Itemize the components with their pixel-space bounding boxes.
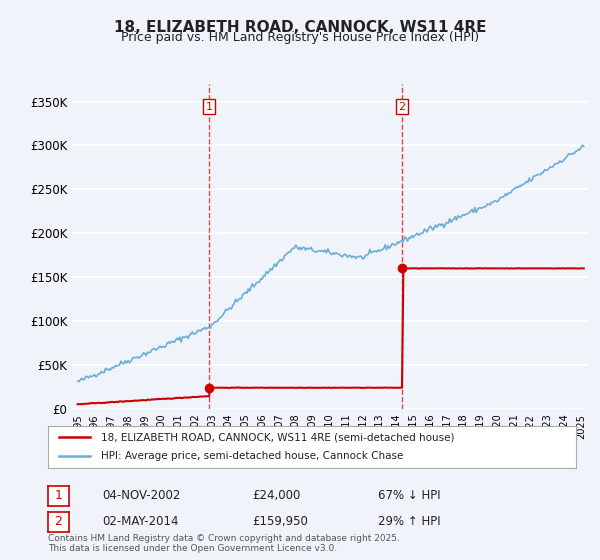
Text: 29% ↑ HPI: 29% ↑ HPI xyxy=(378,515,440,529)
Text: 2: 2 xyxy=(55,515,62,529)
Text: 1: 1 xyxy=(55,489,62,502)
Text: 02-MAY-2014: 02-MAY-2014 xyxy=(102,515,179,529)
Text: HPI: Average price, semi-detached house, Cannock Chase: HPI: Average price, semi-detached house,… xyxy=(101,451,403,461)
Text: 04-NOV-2002: 04-NOV-2002 xyxy=(102,489,181,502)
Text: £159,950: £159,950 xyxy=(252,515,308,529)
Text: 67% ↓ HPI: 67% ↓ HPI xyxy=(378,489,440,502)
Text: £24,000: £24,000 xyxy=(252,489,301,502)
Text: 2: 2 xyxy=(398,101,406,111)
Text: Contains HM Land Registry data © Crown copyright and database right 2025.
This d: Contains HM Land Registry data © Crown c… xyxy=(48,534,400,553)
Text: 1: 1 xyxy=(206,101,212,111)
Text: 18, ELIZABETH ROAD, CANNOCK, WS11 4RE (semi-detached house): 18, ELIZABETH ROAD, CANNOCK, WS11 4RE (s… xyxy=(101,432,454,442)
Text: 18, ELIZABETH ROAD, CANNOCK, WS11 4RE: 18, ELIZABETH ROAD, CANNOCK, WS11 4RE xyxy=(114,20,486,35)
Text: Price paid vs. HM Land Registry's House Price Index (HPI): Price paid vs. HM Land Registry's House … xyxy=(121,31,479,44)
